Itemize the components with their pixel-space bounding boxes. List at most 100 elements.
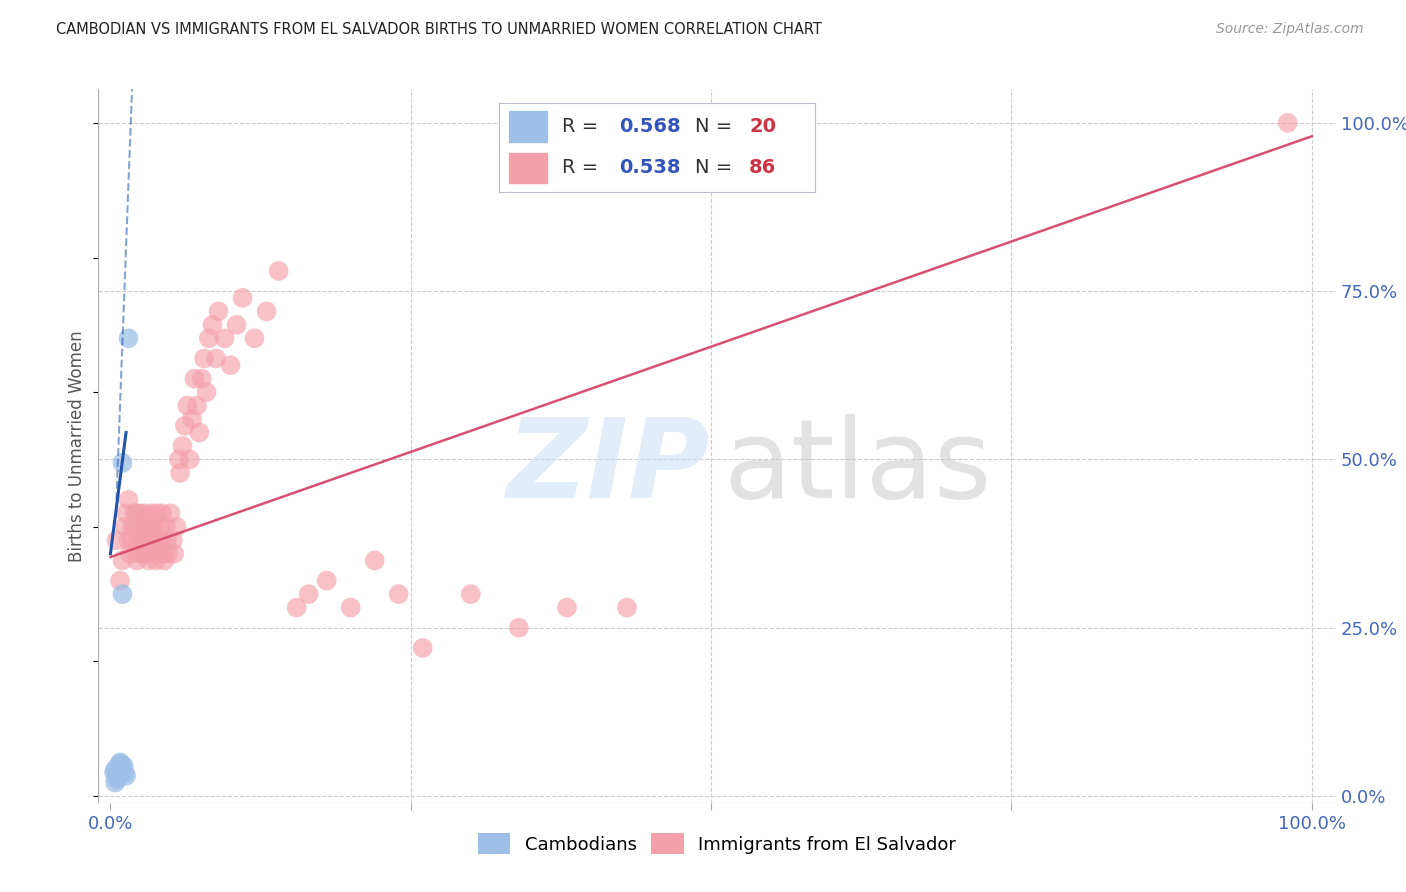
Point: [149, 533, 172, 548]
Point: [148, 533, 170, 548]
Point: [176, 399, 198, 413]
Point: [339, 600, 361, 615]
Point: [315, 574, 337, 588]
Point: [127, 533, 149, 548]
Point: [131, 533, 153, 548]
Point: [167, 452, 190, 467]
Point: [267, 264, 290, 278]
Point: [148, 547, 170, 561]
Point: [163, 547, 186, 561]
Point: [141, 506, 163, 520]
Point: [128, 547, 150, 561]
Point: [111, 587, 134, 601]
Point: [183, 372, 205, 386]
Point: [169, 466, 191, 480]
Point: [388, 587, 411, 601]
Point: [285, 600, 308, 615]
Point: [124, 506, 146, 520]
Point: [190, 372, 212, 386]
Point: [149, 520, 172, 534]
Point: [108, 765, 131, 780]
Y-axis label: Births to Unmarried Women: Births to Unmarried Women: [67, 330, 86, 562]
Point: [134, 506, 156, 520]
Point: [155, 520, 177, 534]
Point: [125, 506, 148, 520]
Point: [156, 533, 179, 548]
Point: [193, 351, 215, 366]
Point: [111, 456, 134, 470]
Point: [108, 574, 131, 588]
Point: [188, 425, 211, 440]
Point: [110, 756, 132, 771]
Point: [117, 533, 139, 548]
Point: [142, 520, 165, 534]
Point: [138, 553, 160, 567]
Point: [112, 758, 135, 772]
Point: [174, 418, 197, 433]
Point: [103, 765, 125, 780]
Point: [555, 600, 578, 615]
Point: [111, 553, 134, 567]
Point: [129, 520, 152, 534]
Point: [141, 547, 163, 561]
Point: [135, 520, 157, 534]
Point: [508, 621, 530, 635]
Point: [108, 770, 131, 784]
Point: [162, 533, 184, 548]
Point: [139, 520, 162, 534]
Point: [150, 506, 173, 520]
Point: [105, 772, 128, 787]
Point: [616, 600, 638, 615]
Point: [256, 304, 278, 318]
Point: [104, 775, 127, 789]
Point: [214, 331, 236, 345]
Text: R =: R =: [562, 117, 605, 136]
Point: [201, 318, 224, 332]
Point: [108, 756, 131, 770]
Point: [135, 547, 157, 561]
Point: [157, 547, 180, 561]
Point: [108, 758, 131, 772]
Point: [117, 331, 139, 345]
Point: [143, 533, 166, 548]
Point: [114, 765, 136, 780]
Point: [159, 506, 181, 520]
Point: [186, 399, 208, 413]
Point: [117, 492, 139, 507]
Text: N =: N =: [695, 117, 738, 136]
Point: [153, 553, 176, 567]
Point: [107, 767, 129, 781]
Point: [364, 553, 387, 567]
Bar: [509, 153, 547, 183]
Point: [145, 553, 167, 567]
Point: [198, 331, 221, 345]
Point: [166, 520, 188, 534]
Text: 20: 20: [749, 117, 776, 136]
Point: [129, 506, 152, 520]
Point: [460, 587, 482, 601]
Text: 0.568: 0.568: [619, 117, 681, 136]
Point: [136, 533, 159, 548]
Text: ZIP: ZIP: [508, 414, 711, 521]
Text: 86: 86: [749, 158, 776, 178]
Point: [141, 533, 163, 548]
Point: [219, 358, 242, 372]
Point: [107, 764, 129, 778]
Point: [121, 533, 143, 548]
Point: [118, 547, 141, 561]
Text: N =: N =: [695, 158, 738, 178]
Point: [105, 765, 128, 780]
Point: [104, 762, 127, 776]
Point: [1277, 116, 1299, 130]
Point: [114, 520, 136, 534]
Point: [132, 520, 155, 534]
Point: [110, 761, 132, 775]
Point: [243, 331, 266, 345]
Text: 0.538: 0.538: [619, 158, 681, 178]
Point: [172, 439, 194, 453]
Point: [181, 412, 204, 426]
Point: [298, 587, 321, 601]
Point: [121, 520, 143, 534]
Point: [232, 291, 254, 305]
Legend: Cambodians, Immigrants from El Salvador: Cambodians, Immigrants from El Salvador: [471, 826, 963, 862]
